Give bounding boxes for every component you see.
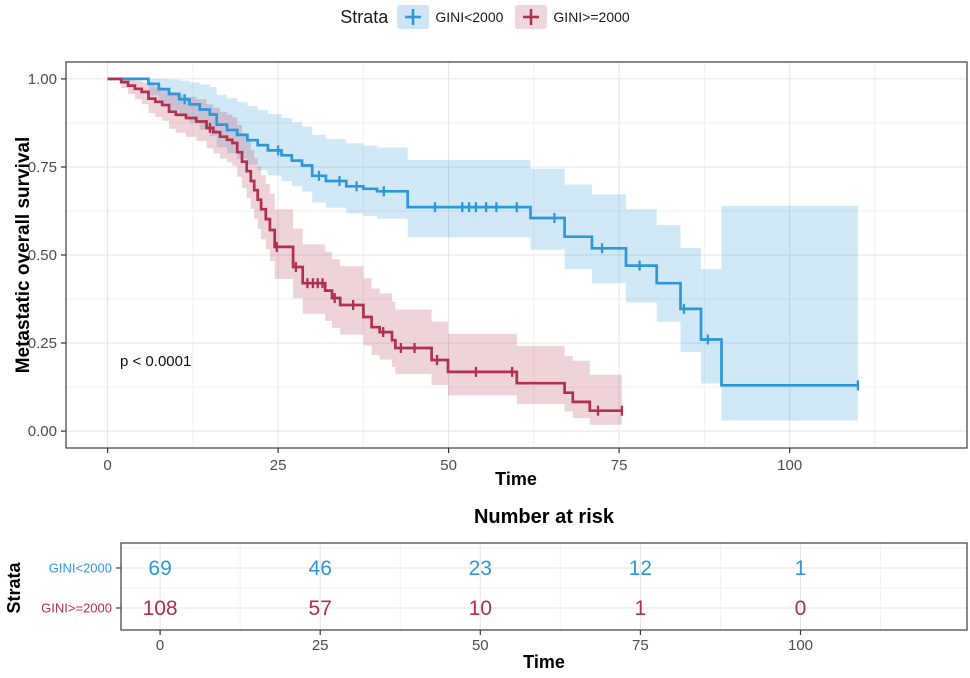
risk-count: 0 [795,597,807,620]
risk-row-label: GINI>=2000 [41,601,112,616]
risk-count: 69 [148,557,171,580]
plus-icon [405,9,422,25]
y-tick-label: 1.00 [28,71,57,88]
legend: Strata GINI<2000 GINI>=2000 [0,5,970,29]
y-tick-label: 0.50 [28,247,57,264]
risk-count: 1 [795,557,807,580]
x-tick-label: 75 [611,457,628,474]
confidence-band [107,78,858,421]
confidence-band [107,78,622,425]
legend-item-label: GINI<2000 [435,9,504,25]
risk-x-tick-label: 50 [472,637,489,654]
survival-curve [107,77,622,413]
legend-item: GINI<2000 [397,5,503,29]
risk-x-tick-label: 25 [312,637,329,654]
risk-count: 108 [143,597,178,620]
risk-row-label: GINI<2000 [49,561,112,576]
risk-count: 10 [469,597,492,620]
x-tick-label: 25 [270,457,287,474]
risk-x-tick-label: 75 [632,637,649,654]
risk-table-title: Number at risk [473,506,615,528]
risk-table-strata-label: Strata [4,562,24,614]
survival-curve [107,77,858,387]
risk-count: 57 [309,597,332,620]
plus-icon [523,9,540,25]
y-tick-label: 0.25 [28,335,57,352]
x-tick-label: 0 [103,457,111,474]
legend-key [515,5,548,29]
risk-count: 46 [309,557,332,580]
legend-item-label: GINI>=2000 [553,9,630,25]
legend-items: GINI<2000 GINI>=2000 [397,5,630,29]
y-tick-label: 0.00 [28,423,57,440]
legend-title: Strata [340,6,389,27]
risk-count: 12 [629,557,652,580]
survival-plot-svg: 1.00 0.75 0.50 0.25 0.00 0 25 50 75 100 [28,61,968,474]
legend-key [397,5,430,29]
risk-table-time-label: Time [523,652,565,672]
x-tick-label: 50 [440,457,457,474]
risk-count: 23 [469,557,492,580]
risk-x-tick-label: 0 [156,637,164,654]
y-tick-label: 0.75 [28,159,57,176]
risk-panel-border [120,542,968,631]
risk-x-tick-label: 100 [788,637,813,654]
x-tick-label: 100 [777,457,802,474]
x-axis-title: Time [495,469,537,489]
legend-item: GINI>=2000 [515,5,630,29]
p-value-annotation: p < 0.0001 [120,353,192,370]
risk-count: 1 [635,597,647,620]
